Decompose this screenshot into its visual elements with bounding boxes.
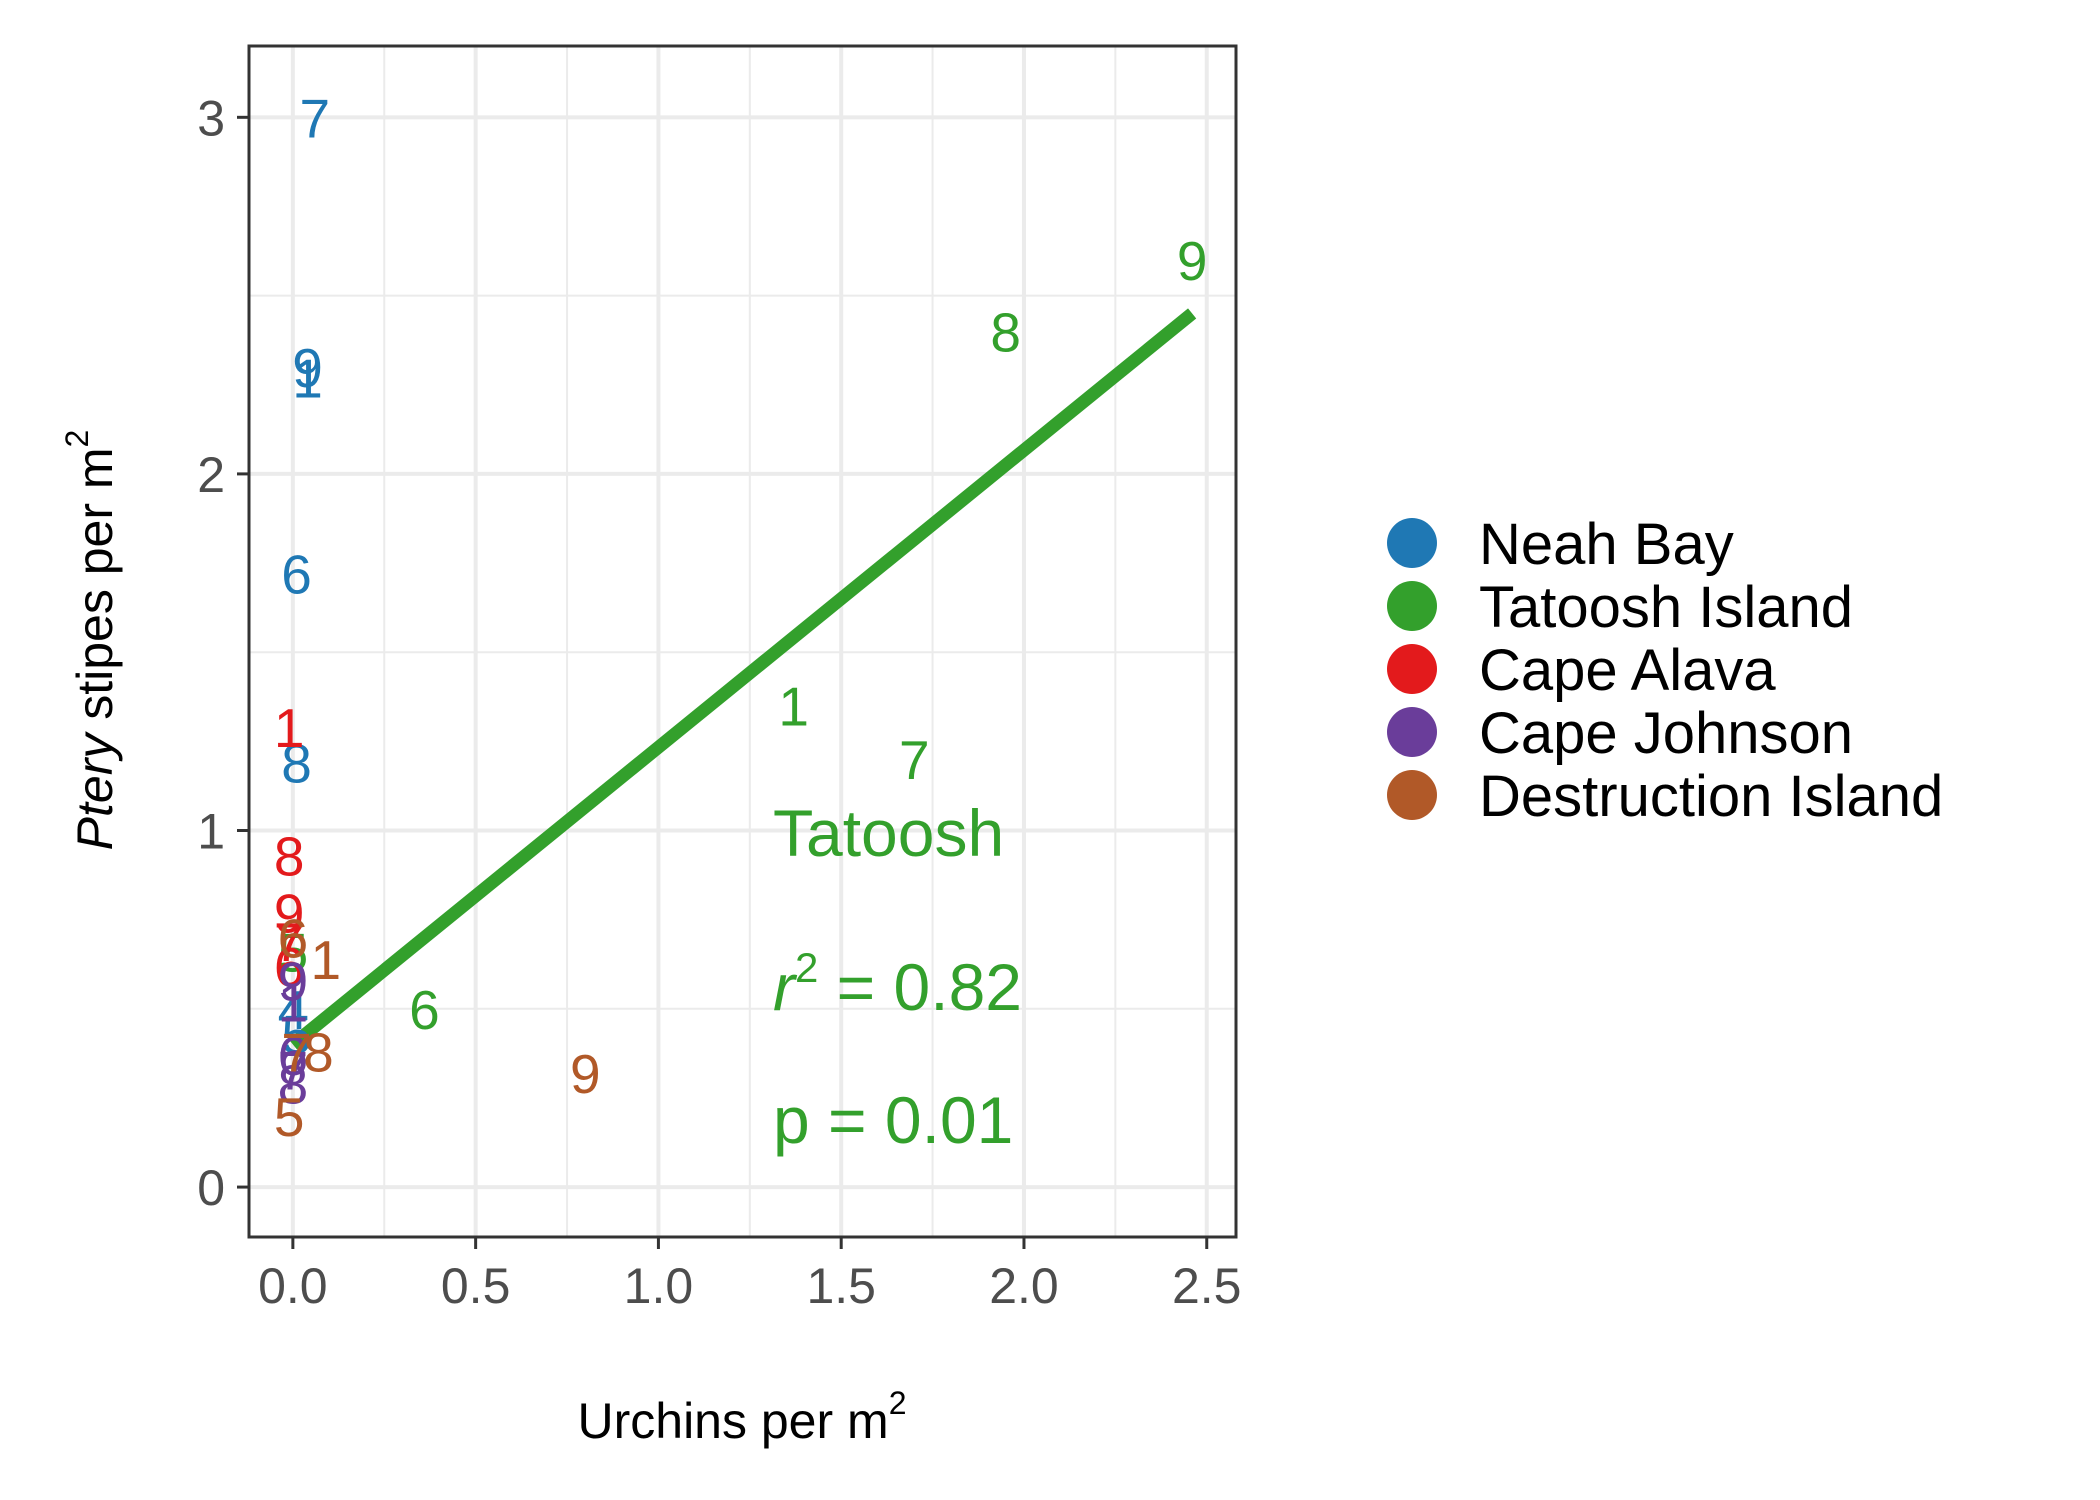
y-axis-title-superscript: 2 (59, 430, 95, 448)
x-tick-label: 0.0 (258, 1258, 328, 1314)
legend-item-neah-bay: Neah Bay (1387, 512, 1734, 577)
legend-key-tatoosh-island (1387, 581, 1437, 631)
legend-label-cape-johnson: Cape Johnson (1479, 701, 1853, 766)
y-axis-title-main: stipes per m (67, 447, 123, 733)
y-axis: 0 1 2 3 (197, 90, 249, 1216)
annotation-r-symbol: r (773, 950, 798, 1024)
annotation-p-value: p = 0.01 (773, 1083, 1013, 1157)
point-label-tatoosh-island: 8 (990, 301, 1021, 363)
point-label-cape-johnson: 1 (278, 972, 309, 1034)
legend-item-cape-alava: Cape Alava (1387, 638, 1776, 703)
y-tick-label: 1 (197, 803, 225, 859)
x-axis-title-main: Urchins per m (578, 1393, 889, 1449)
x-tick-label: 2.0 (989, 1258, 1059, 1314)
point-label-destruction-island: 9 (570, 1043, 601, 1105)
grid-minor (249, 46, 1236, 1237)
annotation-site-name: Tatoosh (773, 796, 1004, 870)
regression-line (288, 308, 1197, 1050)
x-tick-label: 0.5 (441, 1258, 511, 1314)
x-axis-title: Urchins per m2 (578, 1385, 907, 1449)
legend-item-tatoosh-island: Tatoosh Island (1387, 575, 1853, 640)
point-label-neah-bay: 9 (292, 337, 323, 399)
point-label-neah-bay: 4 (278, 979, 309, 1041)
x-axis-title-superscript: 2 (889, 1385, 907, 1421)
point-label-cape-alava: 1 (274, 697, 305, 759)
legend-label-tatoosh-island: Tatoosh Island (1479, 575, 1853, 640)
stats-annotation: Tatoosh r2 = 0.82 p = 0.01 (773, 796, 1022, 1157)
y-tick-label: 0 (197, 1160, 225, 1216)
annotation-r-squared: r2 = 0.82 (773, 944, 1022, 1024)
point-label-destruction-island: 5 (274, 1086, 305, 1148)
x-axis: 0.0 0.5 1.0 1.5 2.0 2.5 (258, 1237, 1242, 1314)
legend-item-destruction-island: Destruction Island (1387, 764, 1943, 829)
point-label-neah-bay: 1 (292, 348, 323, 410)
x-tick-label: 2.5 (1172, 1258, 1242, 1314)
point-label-neah-bay: 5 (281, 1004, 312, 1066)
point-label-tatoosh-island: 1 (778, 676, 809, 738)
point-label-destruction-island: 6 (278, 907, 309, 969)
panel-border (247, 44, 1238, 1239)
legend-item-cape-johnson: Cape Johnson (1387, 701, 1853, 766)
x-tick-label: 1.5 (806, 1258, 876, 1314)
annotation-r-superscript: 2 (795, 944, 818, 991)
point-label-destruction-island: 8 (303, 1022, 334, 1084)
x-tick-label: 1.0 (624, 1258, 694, 1314)
point-label-tatoosh-island: 6 (409, 979, 440, 1041)
legend-label-neah-bay: Neah Bay (1479, 512, 1734, 577)
legend-key-cape-alava (1387, 644, 1437, 694)
y-tick-label: 3 (197, 90, 225, 146)
point-label-destruction-island: 1 (310, 929, 341, 991)
legend-label-cape-alava: Cape Alava (1479, 638, 1776, 703)
point-label-cape-johnson: 7 (278, 1039, 309, 1101)
point-label-cape-johnson: 8 (278, 1054, 309, 1116)
point-label-cape-alava: 6 (274, 936, 305, 998)
point-label-destruction-island: 7 (281, 1022, 312, 1084)
y-axis-title: Ptery stipes per m2 (59, 430, 123, 851)
point-label-tatoosh-island: 9 (1177, 230, 1208, 292)
grid-major (249, 46, 1236, 1237)
point-label-neah-bay: 8 (281, 733, 312, 795)
y-tick-label: 2 (197, 447, 225, 503)
point-label-tatoosh-island: 7 (899, 729, 930, 791)
point-label-cape-johnson: 9 (278, 950, 309, 1012)
y-axis-title-italic: Ptery (67, 731, 123, 851)
point-label-cape-alava: 7 (274, 911, 305, 973)
point-label-cape-johnson: 6 (278, 1025, 309, 1087)
regression-line-group (288, 308, 1197, 1050)
legend-key-cape-johnson (1387, 707, 1437, 757)
point-label-cape-alava: 9 (274, 883, 305, 945)
legend-key-destruction-island (1387, 770, 1437, 820)
legend-key-neah-bay (1387, 518, 1437, 568)
annotation-r-value: = 0.82 (818, 950, 1022, 1024)
point-label-cape-alava: 8 (274, 825, 305, 887)
point-label-neah-bay: 6 (281, 544, 312, 606)
point-label-neah-bay: 7 (300, 87, 331, 149)
legend-label-destruction-island: Destruction Island (1479, 764, 1943, 829)
point-label-tatoosh-island: 5 (278, 922, 309, 984)
